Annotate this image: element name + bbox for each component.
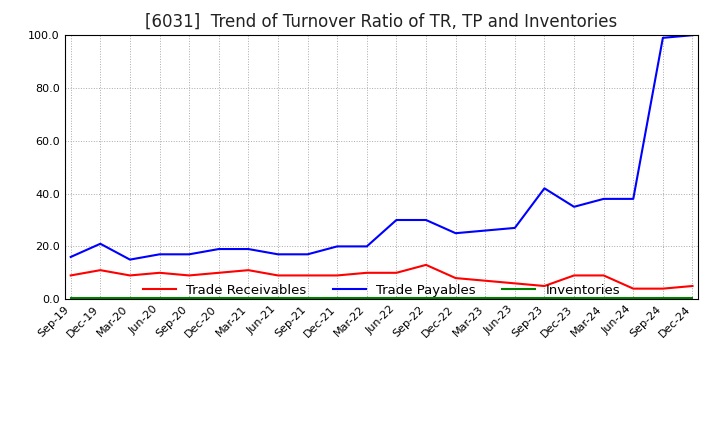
Trade Payables bbox=[570, 204, 578, 209]
Trade Payables bbox=[629, 196, 638, 202]
Inventories bbox=[451, 295, 460, 301]
Inventories bbox=[362, 295, 371, 301]
Trade Payables bbox=[66, 254, 75, 260]
Trade Payables bbox=[659, 35, 667, 40]
Inventories bbox=[156, 295, 164, 301]
Inventories bbox=[96, 295, 104, 301]
Trade Payables bbox=[362, 244, 371, 249]
Trade Payables bbox=[125, 257, 134, 262]
Line: Trade Receivables: Trade Receivables bbox=[71, 265, 693, 289]
Trade Payables bbox=[599, 196, 608, 202]
Trade Receivables bbox=[392, 270, 401, 275]
Line: Trade Payables: Trade Payables bbox=[71, 35, 693, 260]
Trade Receivables bbox=[333, 273, 341, 278]
Trade Payables bbox=[303, 252, 312, 257]
Trade Payables bbox=[274, 252, 282, 257]
Trade Receivables bbox=[659, 286, 667, 291]
Trade Receivables bbox=[274, 273, 282, 278]
Trade Receivables bbox=[66, 273, 75, 278]
Inventories bbox=[66, 295, 75, 301]
Trade Payables bbox=[392, 217, 401, 223]
Trade Payables bbox=[96, 241, 104, 246]
Inventories bbox=[540, 295, 549, 301]
Trade Receivables bbox=[215, 270, 223, 275]
Trade Payables bbox=[156, 252, 164, 257]
Inventories bbox=[422, 295, 431, 301]
Trade Payables bbox=[244, 246, 253, 252]
Inventories bbox=[333, 295, 341, 301]
Trade Payables bbox=[451, 231, 460, 236]
Trade Receivables bbox=[570, 273, 578, 278]
Inventories bbox=[481, 295, 490, 301]
Trade Receivables bbox=[185, 273, 194, 278]
Trade Payables bbox=[215, 246, 223, 252]
Trade Payables bbox=[333, 244, 341, 249]
Trade Receivables bbox=[451, 275, 460, 281]
Trade Payables bbox=[422, 217, 431, 223]
Trade Receivables bbox=[125, 273, 134, 278]
Trade Receivables bbox=[156, 270, 164, 275]
Trade Receivables bbox=[629, 286, 638, 291]
Inventories bbox=[570, 295, 578, 301]
Inventories bbox=[274, 295, 282, 301]
Trade Receivables bbox=[688, 283, 697, 289]
Inventories bbox=[599, 295, 608, 301]
Inventories bbox=[392, 295, 401, 301]
Inventories bbox=[510, 295, 519, 301]
Inventories bbox=[688, 295, 697, 301]
Inventories bbox=[244, 295, 253, 301]
Inventories bbox=[185, 295, 194, 301]
Trade Receivables bbox=[481, 278, 490, 283]
Title: [6031]  Trend of Turnover Ratio of TR, TP and Inventories: [6031] Trend of Turnover Ratio of TR, TP… bbox=[145, 13, 618, 31]
Trade Receivables bbox=[362, 270, 371, 275]
Trade Payables bbox=[185, 252, 194, 257]
Trade Receivables bbox=[422, 262, 431, 268]
Trade Receivables bbox=[510, 281, 519, 286]
Inventories bbox=[659, 295, 667, 301]
Trade Receivables bbox=[599, 273, 608, 278]
Inventories bbox=[215, 295, 223, 301]
Trade Receivables bbox=[96, 268, 104, 273]
Trade Payables bbox=[688, 33, 697, 38]
Legend: Trade Receivables, Trade Payables, Inventories: Trade Receivables, Trade Payables, Inven… bbox=[138, 278, 626, 302]
Inventories bbox=[629, 295, 638, 301]
Trade Payables bbox=[481, 228, 490, 233]
Inventories bbox=[303, 295, 312, 301]
Trade Receivables bbox=[540, 283, 549, 289]
Trade Receivables bbox=[244, 268, 253, 273]
Trade Payables bbox=[510, 225, 519, 231]
Inventories bbox=[125, 295, 134, 301]
Trade Payables bbox=[540, 186, 549, 191]
Trade Receivables bbox=[303, 273, 312, 278]
